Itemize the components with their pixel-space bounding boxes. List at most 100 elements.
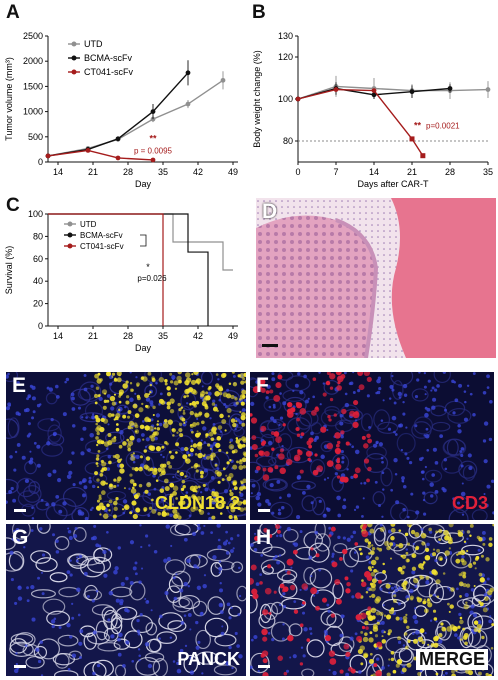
cldn18-signal	[386, 672, 391, 676]
nucleus	[431, 386, 435, 390]
nucleus	[459, 450, 463, 453]
cldn18-signal	[229, 489, 232, 493]
nucleus	[432, 397, 437, 402]
nucleus	[379, 587, 383, 591]
cd3-cell	[277, 655, 284, 661]
cldn18-signal	[376, 621, 380, 625]
cldn18-signal	[216, 471, 222, 477]
cd3-cell	[274, 465, 279, 470]
cldn18-signal	[415, 546, 419, 551]
cldn18-signal	[219, 392, 223, 396]
cd3-cell	[329, 373, 336, 380]
nucleus	[390, 586, 394, 590]
nucleus	[457, 423, 461, 428]
nucleus	[55, 539, 59, 543]
cldn18-signal	[202, 483, 206, 487]
cldn18-signal	[144, 489, 149, 494]
data-point	[185, 70, 191, 76]
nucleus	[182, 422, 187, 427]
cldn18-signal	[149, 383, 153, 387]
nucleus	[299, 435, 303, 439]
tissue-gland	[434, 626, 447, 640]
cldn18-signal	[145, 465, 150, 471]
tissue-gland	[338, 636, 355, 653]
cldn18-signal	[438, 528, 443, 534]
series-line-ct041-scfv	[48, 213, 164, 326]
cldn18-signal	[227, 415, 231, 418]
nucleus	[350, 535, 354, 539]
cldn18-signal	[200, 420, 205, 425]
cd3-cell	[268, 534, 273, 538]
nucleus	[423, 372, 426, 375]
nucleus	[218, 398, 222, 402]
nucleus	[381, 515, 384, 518]
cldn18-signal	[390, 535, 395, 541]
cldn18-signal	[469, 534, 472, 537]
legend-marker	[71, 41, 77, 47]
cd3-cell	[335, 443, 340, 448]
tissue-gland	[324, 405, 340, 417]
nucleus	[69, 635, 73, 639]
cldn18-signal	[100, 459, 104, 464]
nucleus	[415, 630, 420, 635]
nucleus	[15, 662, 19, 666]
data-point	[220, 77, 226, 83]
nucleus	[208, 516, 213, 520]
tissue-gland	[204, 617, 229, 638]
cldn18-signal	[189, 485, 196, 492]
nucleus	[209, 444, 214, 449]
nucleus	[62, 501, 67, 506]
cd3-cell	[327, 414, 331, 419]
tissue-gland	[236, 585, 246, 602]
nucleus	[212, 555, 217, 560]
nucleus	[31, 396, 36, 401]
nucleus	[110, 406, 115, 411]
nucleus	[219, 430, 223, 433]
nucleus	[68, 536, 73, 540]
cd3-cell	[276, 529, 281, 534]
cldn18-signal	[220, 373, 226, 379]
cldn18-signal	[362, 636, 369, 643]
nucleus	[402, 507, 406, 512]
nucleus	[387, 664, 390, 667]
nucleus	[472, 372, 476, 375]
cldn18-signal	[160, 467, 166, 473]
nucleus	[465, 500, 469, 504]
nucleus	[67, 668, 71, 671]
panel-letter-f: F	[256, 374, 269, 397]
nucleus	[55, 495, 60, 499]
nucleus	[71, 407, 76, 411]
tissue-gland	[301, 495, 317, 512]
nucleus	[272, 405, 276, 409]
cldn18-signal	[112, 514, 117, 519]
nucleus	[452, 497, 455, 501]
nucleus	[354, 449, 360, 455]
nucleus	[221, 625, 224, 628]
nucleus	[340, 614, 345, 619]
cldn18-signal	[381, 639, 387, 644]
cldn18-signal	[99, 513, 102, 516]
nucleus	[292, 389, 295, 393]
cldn18-signal	[119, 468, 125, 474]
legend-label: UTD	[80, 220, 97, 229]
nucleus	[225, 539, 229, 543]
nucleus	[398, 586, 402, 591]
nucleus	[120, 581, 125, 587]
nucleus	[409, 588, 414, 594]
cd3-cell	[314, 453, 318, 457]
nucleus	[141, 433, 145, 437]
cd3-cell	[335, 463, 342, 470]
scale-bar	[258, 665, 270, 668]
tissue-gland	[260, 559, 286, 575]
nucleus	[339, 421, 344, 426]
nucleus	[119, 430, 124, 435]
tissue-gland	[9, 641, 34, 657]
cldn18-signal	[201, 390, 205, 394]
nucleus	[408, 460, 413, 465]
tissue-gland	[448, 508, 469, 520]
nucleus	[55, 395, 60, 399]
nucleus	[421, 470, 425, 474]
cldn18-signal	[108, 483, 113, 488]
cldn18-signal	[239, 486, 244, 491]
cldn18-signal	[136, 492, 141, 497]
